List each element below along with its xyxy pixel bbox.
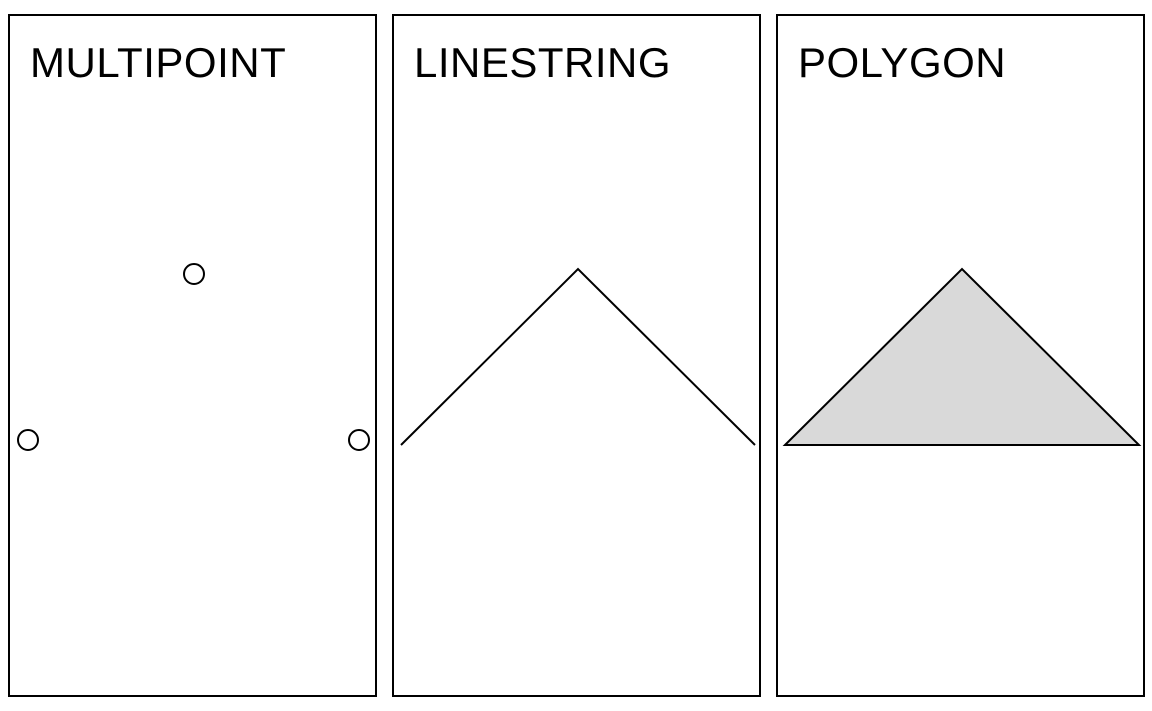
panel-title-linestring: LINESTRING	[414, 39, 672, 86]
polygon-geometry	[782, 267, 1142, 446]
panel-linestring: LINESTRING	[392, 14, 761, 697]
point-left	[17, 429, 39, 451]
panel-title-multipoint: MULTIPOINT	[30, 39, 287, 86]
polygon-shape	[782, 267, 1142, 446]
point-top	[183, 263, 205, 285]
linestring-path	[400, 267, 756, 446]
panel-multipoint: MULTIPOINT	[8, 14, 377, 697]
multipoint-geometry	[17, 263, 370, 451]
panel-polygon: POLYGON	[776, 14, 1145, 697]
point-right	[348, 429, 370, 451]
linestring-geometry	[400, 267, 756, 446]
panel-title-polygon: POLYGON	[798, 39, 1007, 86]
